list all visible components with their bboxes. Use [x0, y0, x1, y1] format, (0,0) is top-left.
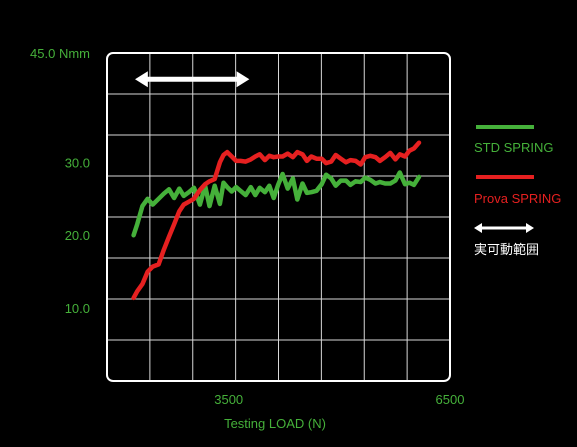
y-tick-label: 45.0 Nmm — [30, 46, 90, 61]
series-line-std-spring — [131, 170, 422, 238]
range-double-arrow — [135, 71, 250, 88]
annotation-layer — [135, 71, 250, 88]
legend-label: 実可動範囲 — [474, 242, 539, 257]
y-tick-label: 30.0 — [65, 155, 90, 170]
legend-arrow-swatch — [474, 223, 534, 233]
x-tick-label: 6500 — [436, 392, 465, 407]
y-tick-label: 10.0 — [65, 301, 90, 316]
legend-item: 実可動範囲 — [474, 223, 539, 257]
legend-item: Prova SPRING — [474, 175, 561, 206]
legend-item: STD SPRING — [474, 125, 553, 155]
x-tick-label: 3500 — [214, 392, 243, 407]
series-layer — [131, 140, 422, 301]
series-line-prova-spring — [131, 140, 422, 301]
y-axis-ticks: 45.0 Nmm 30.0 20.0 10.0 — [30, 46, 90, 316]
legend: STD SPRING Prova SPRING 実可動範囲 — [474, 125, 561, 257]
grid — [107, 53, 450, 381]
legend-label: Prova SPRING — [474, 191, 561, 206]
plot-frame — [106, 52, 451, 382]
x-axis-label: Testing LOAD (N) — [224, 416, 326, 431]
x-axis-ticks: 3500 6500 — [214, 392, 464, 407]
y-tick-label: 20.0 — [65, 228, 90, 243]
legend-label: STD SPRING — [474, 140, 553, 155]
